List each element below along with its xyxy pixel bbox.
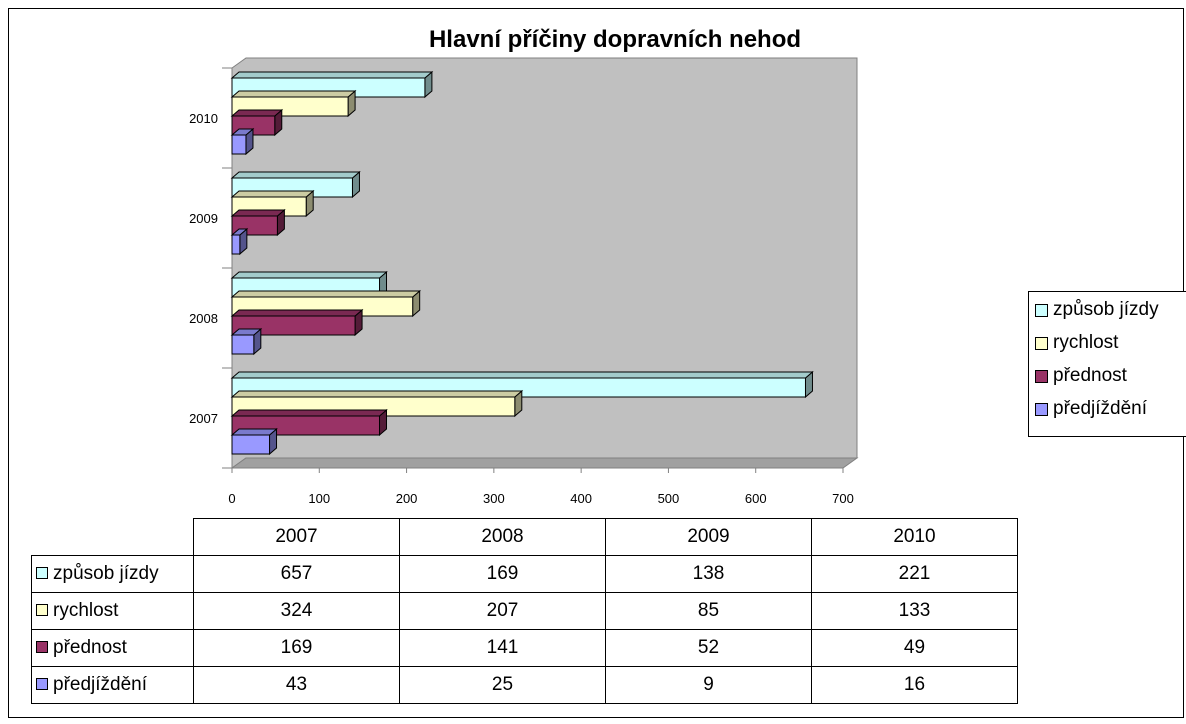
table-cell: 221	[811, 555, 1018, 593]
table-corner-cell	[31, 518, 194, 556]
legend-item-zpusob-jizdy: způsob jízdy	[1035, 298, 1159, 322]
bar-rychlost-2010-top	[230, 90, 357, 98]
category-label: 2009	[189, 211, 218, 226]
table-row-label: způsob jízdy	[53, 563, 159, 584]
table-legend-key	[36, 603, 48, 616]
bar-rychlost-2009-top	[230, 190, 315, 198]
table-cell: 43	[193, 666, 400, 704]
table-column-header: 2009	[605, 518, 812, 556]
x-tick-label: 0	[228, 491, 235, 506]
table-row-label: přednost	[53, 637, 127, 658]
table-column-header: 2008	[399, 518, 606, 556]
table-row: předjíždění 43 25 9 16	[31, 666, 1018, 704]
legend-swatch	[1035, 336, 1048, 350]
table-cell: 9	[605, 666, 812, 704]
legend: způsob jízdy rychlost přednost předjíždění	[1028, 291, 1186, 437]
bar-zpusob-jizdy-2010-top	[230, 71, 434, 79]
table-row-header: způsob jízdy	[31, 555, 194, 593]
table-cell: 169	[399, 555, 606, 593]
bar-zpusob-jizdy-2009-top	[230, 171, 361, 179]
table-row-header: přednost	[31, 629, 194, 667]
x-tick-label: 200	[396, 491, 418, 506]
category-label: 2010	[189, 111, 218, 126]
table-cell: 324	[193, 592, 400, 630]
table-header-row: 2007 2008 2009 2010	[31, 518, 1018, 556]
bar-prednost-2008	[231, 315, 356, 336]
table-legend-key	[36, 677, 48, 690]
legend-swatch	[1035, 369, 1048, 383]
x-tick-label: 300	[483, 491, 505, 506]
table-cell: 85	[605, 592, 812, 630]
table-row-label: předjíždění	[53, 674, 148, 695]
table-row: způsob jízdy 657 169 138 221	[31, 555, 1018, 593]
table-row-header: předjíždění	[31, 666, 194, 704]
bar-prednost-2007-top	[230, 409, 388, 417]
legend-label: rychlost	[1053, 332, 1119, 353]
table-column-header: 2007	[193, 518, 400, 556]
data-table: 2007 2008 2009 2010 způsob jízdy 657 169 138 221…	[31, 518, 1018, 704]
table-row: přednost 169 141 52 49	[31, 629, 1018, 667]
legend-label: způsob jízdy	[1053, 299, 1159, 320]
bar-zpusob-jizdy-2008-top	[230, 271, 388, 279]
category-label: 2008	[189, 311, 218, 326]
bar-rychlost-2008-top	[230, 290, 422, 298]
table-cell: 49	[811, 629, 1018, 667]
x-tick-label: 600	[745, 491, 767, 506]
bar-predjizdeni-2008	[231, 334, 255, 355]
table-column-header: 2010	[811, 518, 1018, 556]
bar-rychlost-2007-top	[230, 390, 524, 398]
legend-label: předjíždění	[1053, 398, 1148, 419]
x-tick-label: 400	[570, 491, 592, 506]
table-legend-key	[36, 640, 48, 653]
bar-predjizdeni-2007	[231, 434, 271, 455]
table-cell: 133	[811, 592, 1018, 630]
legend-item-predjizdeni: předjíždění	[1035, 397, 1147, 421]
table-cell: 169	[193, 629, 400, 667]
table-legend-key	[36, 566, 48, 579]
table-cell: 207	[399, 592, 606, 630]
bar-prednost-2010-top	[230, 109, 284, 117]
bar-prednost-2009-top	[230, 209, 286, 217]
table-cell: 138	[605, 555, 812, 593]
table-cell: 25	[399, 666, 606, 704]
table-row-header: rychlost	[31, 592, 194, 630]
bar-predjizdeni-2007-top	[230, 428, 278, 436]
bar-predjizdeni-2009	[231, 234, 241, 255]
category-label: 2007	[189, 411, 218, 426]
table-cell: 16	[811, 666, 1018, 704]
plot-floor	[230, 457, 859, 469]
chart-title: Hlavní příčiny dopravních nehod	[428, 26, 802, 53]
legend-item-rychlost: rychlost	[1035, 331, 1118, 355]
table-cell: 52	[605, 629, 812, 667]
bar-zpusob-jizdy-2007-top	[230, 371, 814, 379]
legend-swatch	[1035, 303, 1048, 317]
table-cell: 657	[193, 555, 400, 593]
table-cell: 141	[399, 629, 606, 667]
legend-label: přednost	[1053, 365, 1127, 386]
x-tick-label: 500	[658, 491, 680, 506]
x-tick-label: 700	[832, 491, 854, 506]
table-row-label: rychlost	[53, 600, 119, 621]
table-row: rychlost 324 207 85 133	[31, 592, 1018, 630]
bar-prednost-2008-top	[230, 309, 364, 317]
x-tick-label: 100	[308, 491, 330, 506]
legend-item-prednost: přednost	[1035, 364, 1127, 388]
bar-predjizdeni-2010	[231, 134, 247, 155]
legend-swatch	[1035, 402, 1048, 416]
